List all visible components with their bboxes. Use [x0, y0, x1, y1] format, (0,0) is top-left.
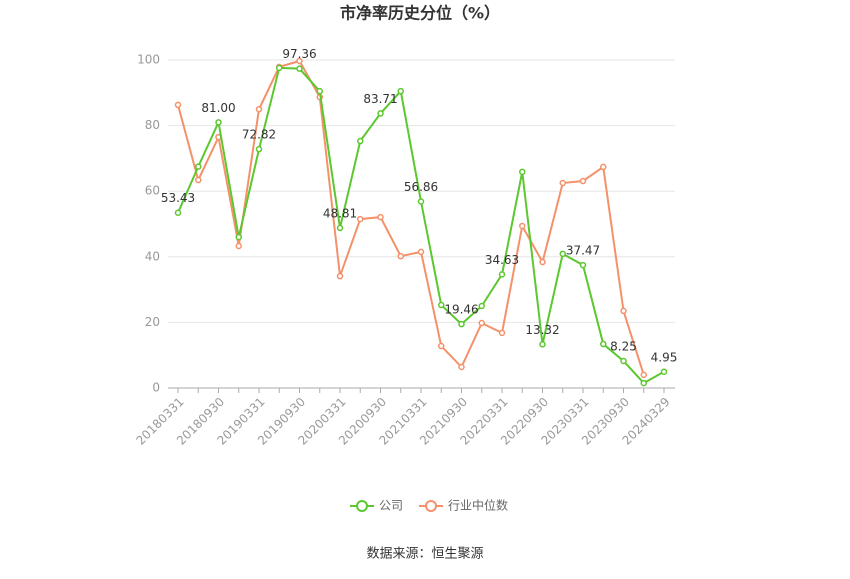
y-tick-label: 100	[137, 53, 160, 67]
data-point	[438, 301, 445, 309]
data-point	[478, 319, 485, 327]
data-label: 19.46	[444, 303, 478, 317]
data-point	[458, 320, 465, 328]
data-point	[296, 57, 303, 65]
data-point	[660, 368, 668, 376]
data-label: 72.82	[242, 128, 276, 142]
series-line	[177, 66, 665, 385]
data-point	[539, 341, 546, 348]
data-point	[255, 105, 263, 113]
data-point	[559, 250, 566, 258]
data-point	[478, 302, 485, 310]
legend-marker	[356, 500, 368, 512]
data-point	[336, 272, 344, 280]
series-line	[177, 59, 645, 376]
data-label: 13.32	[525, 323, 559, 337]
legend-label: 公司	[379, 499, 403, 513]
data-label: 37.47	[566, 244, 600, 258]
data-point	[579, 261, 587, 269]
data-point	[620, 307, 627, 315]
source-note: 数据来源：恒生聚源	[366, 547, 483, 562]
data-point	[539, 258, 546, 266]
data-point	[195, 163, 202, 170]
data-label: 97.36	[282, 47, 316, 61]
y-tick-label: 60	[145, 184, 160, 198]
chart-title: 市净率历史分位（%）	[340, 4, 500, 23]
data-point	[377, 110, 384, 117]
data-point	[276, 64, 283, 72]
data-point	[377, 213, 384, 221]
data-point	[498, 271, 506, 278]
data-point	[519, 222, 526, 230]
data-point	[417, 248, 425, 256]
data-point	[640, 371, 647, 379]
y-tick-label: 0	[152, 381, 160, 395]
data-point	[357, 137, 364, 145]
data-label: 34.63	[485, 253, 519, 267]
data-point	[336, 224, 344, 232]
data-point	[519, 168, 526, 176]
data-point	[600, 163, 607, 171]
data-point	[255, 145, 263, 153]
data-point	[215, 119, 222, 126]
data-point	[357, 215, 364, 223]
data-label: 8.25	[610, 339, 637, 353]
data-label: 53.43	[161, 191, 195, 205]
data-point	[174, 209, 182, 216]
data-point	[438, 342, 445, 350]
y-tick-label: 40	[145, 249, 160, 263]
data-point	[579, 177, 587, 185]
data-point	[397, 252, 404, 260]
data-point	[316, 87, 323, 95]
data-point	[235, 233, 242, 241]
data-point	[458, 363, 465, 371]
data-point	[640, 379, 647, 387]
data-point	[397, 87, 404, 95]
data-point	[174, 101, 182, 109]
data-point	[498, 329, 506, 337]
data-label: 4.95	[651, 350, 678, 364]
data-point	[600, 340, 607, 348]
data-point	[620, 357, 627, 365]
data-point	[195, 176, 202, 184]
y-tick-label: 80	[145, 118, 160, 132]
data-point	[559, 179, 566, 187]
data-label: 83.71	[363, 92, 397, 106]
y-tick-label: 20	[145, 315, 160, 329]
data-point	[235, 242, 242, 250]
data-point	[417, 198, 425, 205]
data-label: 81.00	[201, 101, 235, 115]
data-point	[296, 65, 303, 72]
data-label: 56.86	[404, 180, 438, 194]
data-label: 48.81	[323, 206, 357, 220]
legend-label: 行业中位数	[448, 498, 508, 513]
legend-marker	[425, 500, 438, 512]
